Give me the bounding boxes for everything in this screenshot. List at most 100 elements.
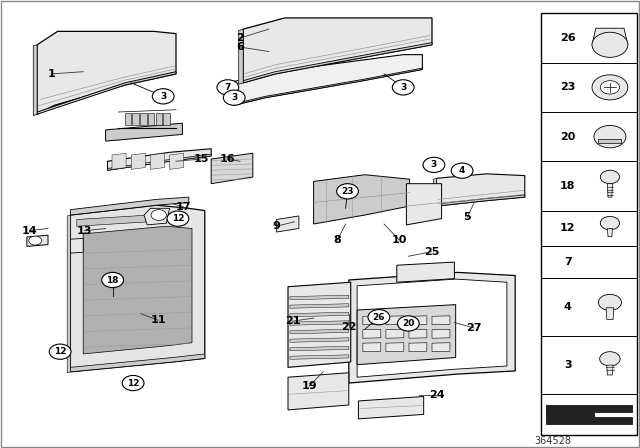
Polygon shape (150, 153, 164, 169)
Polygon shape (77, 213, 186, 226)
Text: 20: 20 (402, 319, 415, 328)
Text: 22: 22 (341, 322, 356, 332)
Circle shape (451, 163, 473, 178)
Circle shape (29, 236, 42, 245)
Polygon shape (314, 175, 410, 224)
Polygon shape (290, 321, 349, 325)
Polygon shape (70, 238, 83, 253)
Polygon shape (239, 29, 243, 84)
Circle shape (598, 294, 621, 310)
Circle shape (592, 75, 628, 100)
Text: 14: 14 (22, 226, 37, 236)
Text: 11: 11 (150, 315, 166, 325)
Polygon shape (290, 304, 349, 308)
Polygon shape (290, 329, 349, 334)
Text: 12: 12 (172, 214, 184, 223)
Circle shape (368, 310, 390, 325)
Polygon shape (276, 216, 299, 232)
Polygon shape (70, 354, 205, 372)
Circle shape (152, 89, 174, 104)
Polygon shape (125, 113, 131, 125)
Circle shape (102, 272, 124, 288)
Polygon shape (432, 329, 450, 338)
Polygon shape (70, 197, 189, 215)
Polygon shape (606, 308, 614, 319)
Polygon shape (363, 343, 381, 352)
Text: 7: 7 (225, 83, 231, 92)
Polygon shape (358, 396, 424, 419)
Circle shape (49, 344, 71, 359)
Polygon shape (33, 45, 37, 116)
Circle shape (600, 352, 620, 366)
Text: 18: 18 (106, 276, 119, 284)
Text: 15: 15 (193, 154, 209, 164)
Polygon shape (409, 343, 427, 352)
Polygon shape (409, 329, 427, 338)
Polygon shape (436, 195, 525, 206)
Text: 3: 3 (400, 83, 406, 92)
Polygon shape (131, 153, 145, 169)
Text: 25: 25 (424, 247, 439, 257)
Polygon shape (290, 346, 349, 351)
Polygon shape (397, 262, 454, 282)
Text: 12: 12 (127, 379, 140, 388)
Polygon shape (243, 18, 432, 83)
Polygon shape (106, 123, 182, 141)
Polygon shape (170, 153, 184, 169)
Polygon shape (607, 184, 612, 197)
Circle shape (392, 80, 414, 95)
Circle shape (122, 375, 144, 391)
Polygon shape (144, 208, 170, 225)
Polygon shape (156, 113, 162, 125)
Polygon shape (288, 282, 351, 367)
Text: 20: 20 (560, 132, 575, 142)
Polygon shape (349, 272, 515, 383)
Text: 1: 1 (47, 69, 55, 79)
Circle shape (167, 211, 189, 226)
Text: 364528: 364528 (534, 436, 572, 446)
Text: 26: 26 (372, 313, 385, 322)
Polygon shape (163, 113, 170, 125)
Polygon shape (546, 405, 632, 424)
Polygon shape (108, 149, 211, 170)
Text: 3: 3 (231, 93, 237, 102)
Text: 4: 4 (564, 302, 572, 312)
Polygon shape (67, 215, 70, 373)
Text: 18: 18 (560, 181, 575, 191)
Polygon shape (433, 178, 436, 207)
Circle shape (600, 216, 620, 230)
Text: 26: 26 (560, 33, 575, 43)
Text: 16: 16 (220, 154, 235, 164)
Text: 12: 12 (54, 347, 67, 356)
Polygon shape (290, 295, 349, 300)
Text: 27: 27 (467, 323, 482, 333)
Text: 5: 5 (463, 212, 471, 222)
Polygon shape (290, 355, 349, 359)
Polygon shape (27, 235, 48, 246)
Polygon shape (83, 226, 192, 354)
Polygon shape (592, 28, 628, 45)
Polygon shape (37, 72, 176, 114)
Circle shape (151, 210, 166, 220)
Polygon shape (386, 316, 404, 325)
Polygon shape (607, 228, 612, 237)
Polygon shape (432, 343, 450, 352)
Text: 2: 2 (236, 33, 244, 43)
Text: 19: 19 (301, 381, 317, 391)
Circle shape (217, 80, 239, 95)
Text: 8: 8 (333, 235, 341, 245)
Text: 21: 21 (285, 316, 300, 326)
Polygon shape (409, 316, 427, 325)
Polygon shape (598, 139, 621, 143)
Polygon shape (112, 153, 126, 169)
Polygon shape (290, 338, 349, 342)
Polygon shape (234, 68, 422, 105)
Text: 17: 17 (176, 202, 191, 212)
Text: 6: 6 (236, 42, 244, 52)
Text: 13: 13 (77, 226, 92, 236)
Polygon shape (363, 329, 381, 338)
Polygon shape (386, 329, 404, 338)
Text: 24: 24 (429, 390, 444, 400)
Polygon shape (234, 55, 422, 105)
Circle shape (423, 157, 445, 172)
